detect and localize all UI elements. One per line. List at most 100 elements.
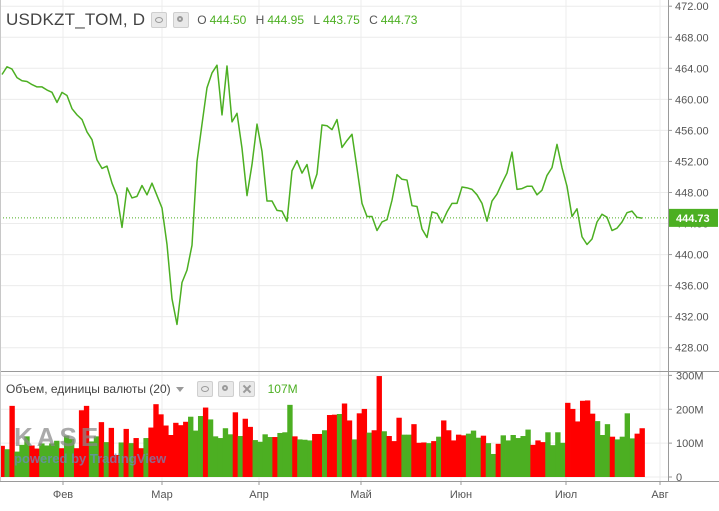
- volume-bar: [575, 421, 581, 477]
- volume-bar: [579, 400, 586, 477]
- volume-bar: [505, 440, 511, 477]
- volume-bar: [188, 416, 194, 477]
- volume-bar: [480, 435, 487, 477]
- volume-bar: [34, 448, 40, 477]
- kase-watermark: KASE powered by TradingView: [14, 424, 166, 466]
- eye-icon[interactable]: [196, 381, 213, 397]
- volume-bar: [535, 440, 541, 477]
- volume-bar: [193, 430, 199, 477]
- low-label: L: [313, 13, 321, 27]
- volume-bar: [485, 443, 492, 477]
- volume-bar: [24, 436, 30, 477]
- price-axis-label: 436.00: [675, 281, 709, 293]
- volume-bar: [356, 413, 363, 477]
- close-label: C: [369, 13, 378, 27]
- volume-bar: [312, 433, 318, 477]
- volume-bar: [222, 428, 229, 477]
- time-axis-label: Май: [350, 489, 372, 501]
- volume-bar: [560, 442, 566, 477]
- chevron-down-icon[interactable]: [175, 386, 184, 392]
- volume-bar: [545, 432, 551, 477]
- volume-axis-label: 200M: [676, 404, 704, 416]
- volume-bar: [59, 448, 65, 477]
- volume-bar: [371, 430, 377, 477]
- gear-icon[interactable]: [173, 12, 190, 28]
- volume-bar: [118, 442, 124, 477]
- eye-icon[interactable]: [151, 12, 168, 28]
- volume-bar: [307, 440, 313, 477]
- last-price-label-box: [669, 208, 718, 227]
- volume-bar: [272, 437, 278, 477]
- volume-bar: [639, 428, 645, 477]
- price-axis-label: 428.00: [675, 343, 709, 355]
- tradingview-credit: powered by TradingView: [14, 451, 167, 466]
- price-axis-label: 456.00: [675, 125, 709, 137]
- volume-bar: [475, 437, 482, 477]
- volume-legend: Объем, единицы валюты (20) 107M: [6, 381, 298, 397]
- volume-bar: [565, 402, 571, 477]
- price-axis-label: 440.00: [675, 250, 709, 262]
- volume-bar: [19, 444, 25, 477]
- volume-bar: [406, 434, 412, 477]
- volume-bar: [555, 432, 561, 477]
- volume-bar: [93, 436, 100, 477]
- volume-bar: [242, 418, 248, 477]
- gear-icon[interactable]: [217, 381, 234, 397]
- volume-bar: [54, 440, 60, 477]
- volume-bar: [237, 436, 244, 477]
- volume-bar: [515, 438, 521, 477]
- volume-bar: [282, 432, 288, 477]
- volume-bar: [88, 441, 95, 477]
- price-series-line: [1, 64, 643, 326]
- volume-bar: [401, 434, 407, 477]
- volume-bar: [609, 436, 616, 477]
- volume-bar: [411, 424, 417, 477]
- volume-bar: [197, 416, 204, 477]
- volume-bar: [153, 404, 159, 477]
- volume-bar: [396, 417, 402, 477]
- volume-bar: [128, 443, 134, 477]
- volume-bar: [0, 445, 5, 477]
- volume-bar: [550, 445, 556, 477]
- volume-bar: [589, 413, 596, 477]
- volume-bar: [168, 435, 174, 477]
- volume-bar: [341, 403, 348, 477]
- volume-axis-label: 300M: [676, 370, 704, 382]
- volume-bar: [68, 439, 75, 477]
- volume-bar: [446, 430, 452, 477]
- volume-title[interactable]: Объем, единицы валюты (20): [6, 382, 171, 396]
- volume-bar: [232, 412, 239, 477]
- time-axis-label: Фев: [53, 489, 73, 501]
- symbol-title[interactable]: USDKZT_TOM, D: [6, 10, 146, 29]
- price-axis-label: 460.00: [675, 94, 709, 106]
- volume-bar: [123, 428, 129, 477]
- volume-bar: [460, 435, 467, 477]
- kase-logo: KASE: [14, 422, 103, 452]
- volume-bar: [421, 442, 427, 477]
- price-axis-label: 452.00: [675, 156, 709, 168]
- volume-bar: [426, 443, 432, 477]
- volume-axis-label: 0: [676, 472, 682, 484]
- volume-bar: [163, 425, 169, 477]
- volume-bar: [604, 424, 611, 477]
- volume-bar: [108, 427, 115, 477]
- price-axis-label: 472.00: [675, 1, 709, 13]
- volume-bar: [570, 408, 576, 477]
- volume-bar: [634, 433, 640, 477]
- volume-bar: [183, 421, 189, 477]
- low-value: 443.75: [323, 13, 360, 27]
- volume-bar: [490, 453, 497, 477]
- volume-value: 107M: [267, 382, 298, 396]
- close-icon[interactable]: [238, 381, 255, 397]
- volume-bar: [381, 431, 387, 477]
- volume-bar: [520, 436, 526, 477]
- volume-bar: [212, 436, 219, 477]
- price-axis-label: 468.00: [675, 32, 709, 44]
- volume-bar: [436, 436, 442, 477]
- volume-bar: [495, 443, 501, 477]
- volume-bar: [540, 442, 546, 477]
- volume-bar: [98, 422, 105, 477]
- volume-bar: [346, 420, 353, 477]
- time-axis-label: Июл: [555, 489, 577, 501]
